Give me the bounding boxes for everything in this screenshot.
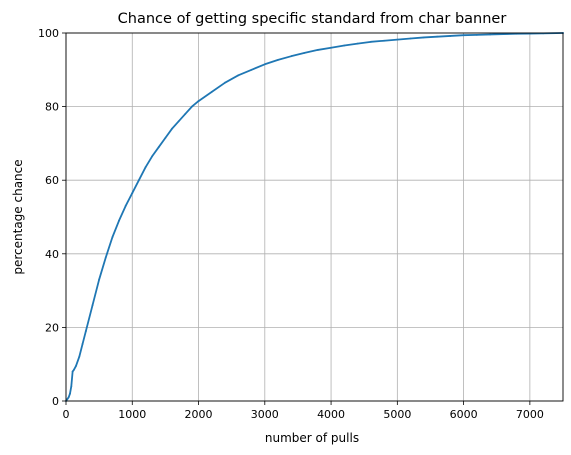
- data-point: [66, 398, 69, 401]
- data-point: [111, 236, 114, 239]
- data-point: [67, 396, 70, 399]
- chart-title: Chance of getting specific standard from…: [118, 11, 507, 27]
- data-point: [137, 179, 140, 182]
- data-point: [131, 192, 134, 194]
- data-point: [502, 33, 505, 35]
- data-point: [449, 35, 452, 37]
- y-tick-label: 80: [45, 101, 59, 114]
- x-tick-label: 2000: [185, 408, 213, 421]
- y-axis-label: percentage chance: [11, 159, 25, 274]
- data-point: [191, 105, 193, 108]
- data-point: [184, 113, 187, 115]
- data-point: [91, 304, 94, 307]
- data-point: [70, 385, 73, 388]
- data-point: [290, 55, 293, 58]
- x-tick-label: 5000: [383, 408, 411, 421]
- y-tick-label: 40: [45, 248, 59, 261]
- data-point: [224, 81, 226, 84]
- x-tick-label: 0: [63, 408, 70, 421]
- data-point: [277, 58, 279, 61]
- data-point: [197, 100, 200, 102]
- y-tick-label: 60: [45, 174, 59, 187]
- data-point: [396, 38, 399, 41]
- data-point: [71, 370, 74, 373]
- data-point: [177, 120, 180, 123]
- data-point: [330, 46, 332, 49]
- data-point: [422, 36, 425, 39]
- data-point: [84, 330, 87, 332]
- data-point: [369, 40, 372, 43]
- data-point: [118, 219, 120, 222]
- data-point: [436, 35, 438, 38]
- data-point: [98, 278, 101, 281]
- y-axis: 0 20 40 60 80 100: [38, 27, 66, 408]
- x-tick-label: 7000: [516, 408, 544, 421]
- data-point: [104, 256, 107, 259]
- data-point: [316, 49, 319, 51]
- data-point: [237, 74, 240, 77]
- x-tick-label: 3000: [251, 408, 279, 421]
- data-point: [263, 63, 266, 66]
- x-tick-label: 6000: [450, 408, 478, 421]
- data-point: [210, 90, 213, 93]
- data-point: [78, 355, 81, 358]
- data-point: [475, 33, 478, 36]
- data-point: [462, 34, 465, 37]
- x-axis: 0 1000 2000 3000 4000 5000 6000 7000: [63, 401, 544, 421]
- data-point: [124, 205, 127, 207]
- data-point: [157, 146, 160, 148]
- data-point: [489, 33, 492, 36]
- y-tick-label: 20: [45, 321, 59, 334]
- y-tick-label: 0: [52, 395, 59, 408]
- x-tick-label: 4000: [317, 408, 345, 421]
- series-layer: [65, 32, 564, 402]
- data-point: [409, 37, 412, 40]
- data-point: [303, 51, 306, 54]
- data-point: [69, 392, 71, 395]
- data-point: [356, 42, 359, 45]
- data-point: [73, 368, 75, 371]
- plot-frame: [65, 32, 564, 402]
- data-point: [81, 343, 84, 345]
- data-point: [171, 127, 173, 130]
- data-point: [383, 39, 385, 42]
- data-point: [144, 166, 147, 169]
- y-tick-label: 100: [38, 27, 59, 40]
- x-axis-label: number of pulls: [265, 431, 359, 445]
- data-point: [343, 44, 346, 47]
- data-point: [75, 365, 77, 367]
- data-point: [250, 68, 253, 71]
- data-point: [151, 155, 154, 158]
- data-point: [164, 136, 167, 139]
- x-tick-label: 1000: [118, 408, 146, 421]
